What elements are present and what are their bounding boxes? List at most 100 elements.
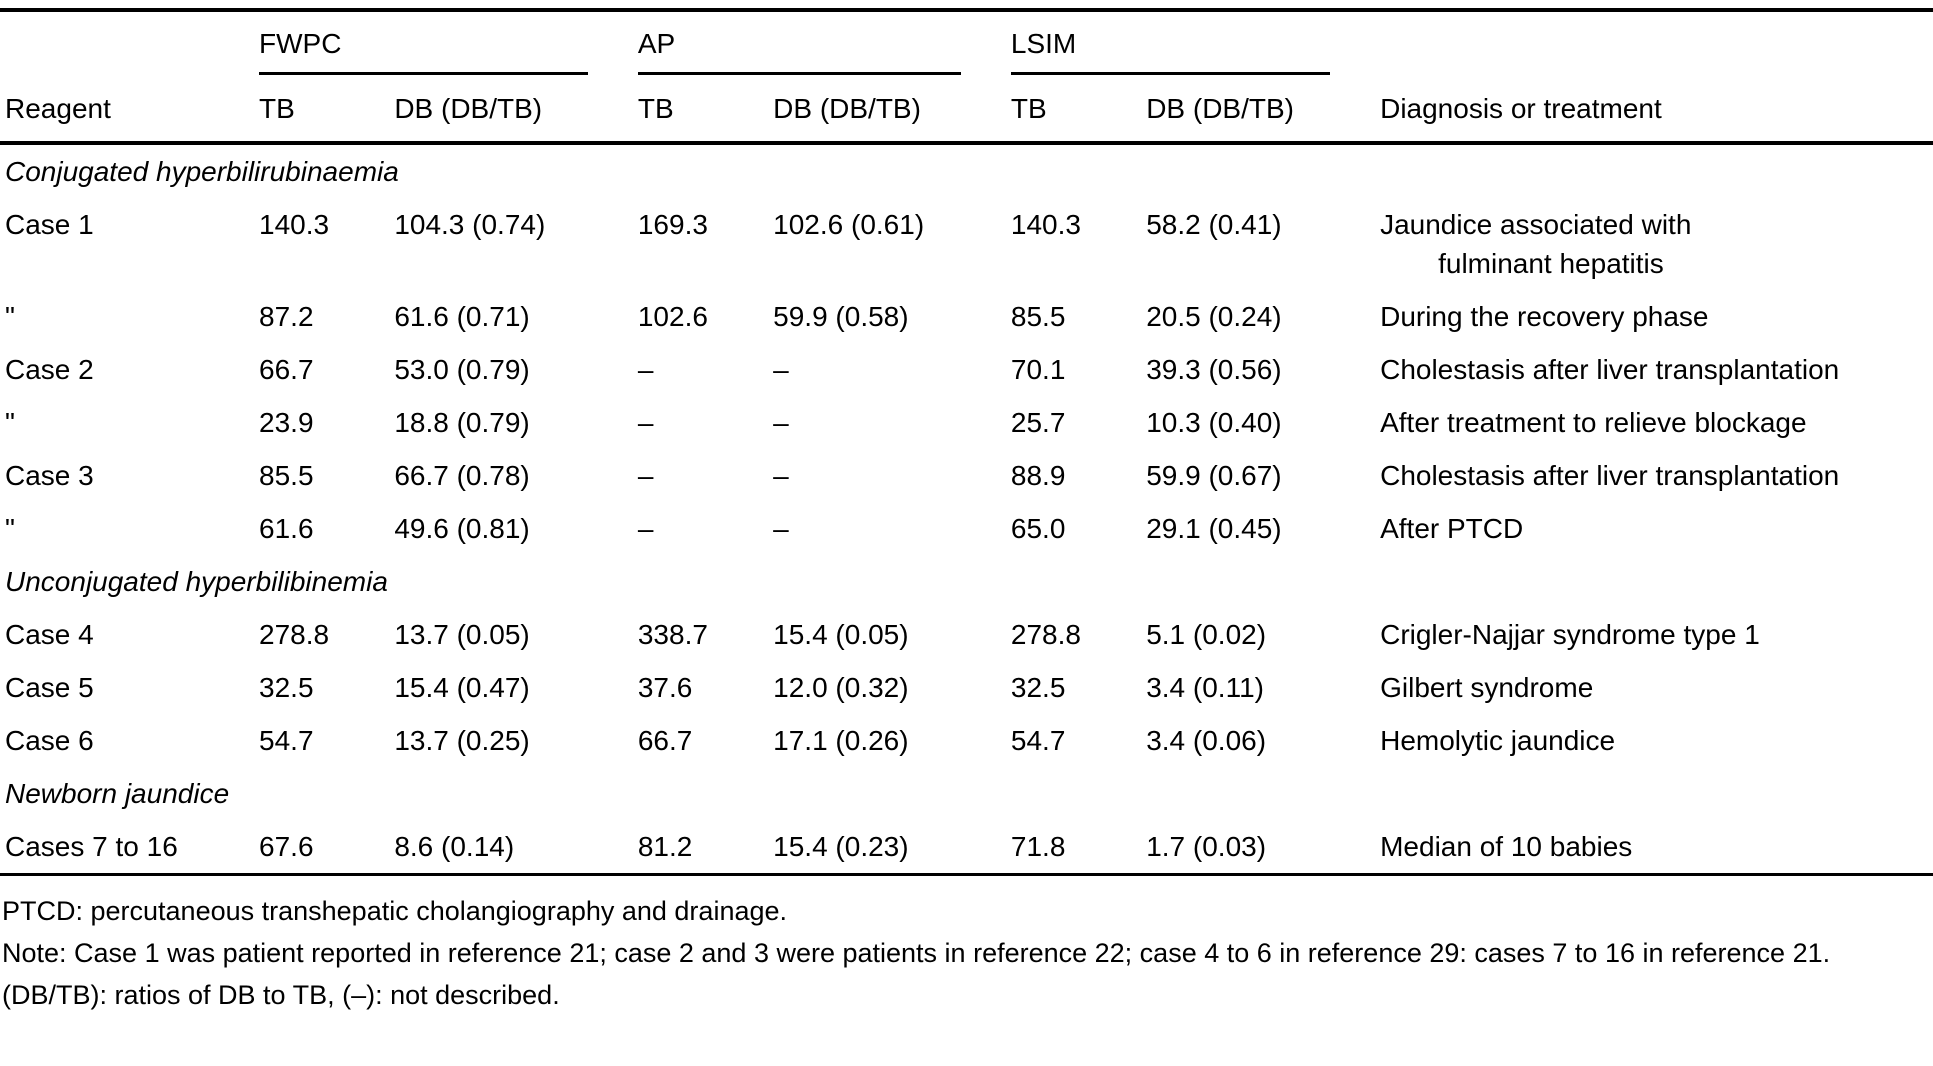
cell-ap-db: 12.0 (0.32) (773, 672, 909, 703)
cell-fwpc-db: 61.6 (0.71) (394, 301, 530, 332)
col-header-reagent: Reagent (0, 75, 260, 145)
diagnosis-text: Cholestasis after liver transplantation (1380, 460, 1840, 491)
cell-diagnosis: Hemolytic jaundice (1380, 714, 1933, 767)
cell-diagnosis: After treatment to relieve blockage (1380, 396, 1933, 449)
cell-reagent: Case 2 (5, 354, 94, 385)
cell-reagent: Cases 7 to 16 (5, 831, 178, 862)
table-row: " 87.2 61.6 (0.71) 102.6 59.9 (0.58) 85.5 20.5… (0, 290, 1933, 343)
table-row: " 61.6 49.6 (0.81) – – 65.0 29.1 (0.45) After P… (0, 502, 1933, 555)
footnote-line: PTCD: percutaneous transhepatic cholangi… (2, 896, 788, 926)
cell-lsim-db: 59.9 (0.67) (1146, 460, 1282, 491)
section-row: Unconjugated hyperbilibinemia (0, 555, 1933, 608)
cell-ap-db: 59.9 (0.58) (773, 301, 909, 332)
col-header-lsim-tb: TB (1010, 75, 1147, 145)
table-row: Case 3 85.5 66.7 (0.78) – – 88.9 59.9 (0.67) Ch… (0, 449, 1933, 502)
cell-fwpc-tb: 87.2 (259, 301, 314, 332)
cell-fwpc-tb: 67.6 (259, 831, 314, 862)
diagnosis-text: Cholestasis after liver transplantation (1380, 354, 1840, 385)
cell-ap-tb: – (637, 513, 654, 544)
cell-lsim-tb: 65.0 (1010, 513, 1066, 544)
cell-ap-db: 15.4 (0.23) (773, 831, 909, 862)
cell-lsim-db: 1.7 (0.03) (1146, 831, 1267, 862)
cell-ap-db: 17.1 (0.26) (773, 725, 909, 756)
cell-ap-tb: 102.6 (637, 301, 708, 332)
cell-fwpc-db: 15.4 (0.47) (394, 672, 530, 703)
cell-lsim-tb: 70.1 (1010, 354, 1066, 385)
cell-lsim-tb: 54.7 (1010, 725, 1066, 756)
cell-diagnosis: Crigler-Najjar syndrome type 1 (1380, 608, 1933, 661)
group-label-lsim: LSIM (1010, 28, 1077, 59)
col-header-ap-tb: TB (637, 75, 774, 145)
table-body: Conjugated hyperbilirubinaemia Case 1 140.… (0, 143, 1933, 875)
cell-lsim-tb: 140.3 (1010, 209, 1081, 240)
diagnosis-text: Jaundice associated with (1380, 209, 1692, 240)
cell-fwpc-db: 13.7 (0.05) (394, 619, 530, 650)
table-row: Cases 7 to 16 67.6 8.6 (0.14) 81.2 15.4 (0.2… (0, 820, 1933, 875)
group-label-ap: AP (637, 28, 676, 59)
cell-fwpc-tb: 54.7 (259, 725, 314, 756)
table-row: Case 5 32.5 15.4 (0.47) 37.6 12.0 (0.32) 32.5… (0, 661, 1933, 714)
cell-fwpc-tb: 85.5 (259, 460, 314, 491)
col-header-ap-db: DB (DB/TB) (773, 75, 1011, 145)
cell-lsim-db: 3.4 (0.06) (1146, 725, 1267, 756)
section-title: Conjugated hyperbilirubinaemia (5, 156, 399, 187)
cell-ap-db: – (773, 354, 789, 385)
cell-lsim-tb: 71.8 (1010, 831, 1066, 862)
cell-diagnosis: Median of 10 babies (1380, 820, 1933, 875)
cell-ap-tb: – (637, 460, 654, 491)
group-header-lsim: LSIM (1010, 10, 1380, 75)
cell-ap-db: – (773, 407, 789, 438)
cell-lsim-tb: 88.9 (1010, 460, 1066, 491)
cell-lsim-tb: 278.8 (1010, 619, 1081, 650)
footnote-line: (DB/TB): ratios of DB to TB, (–): not de… (2, 980, 560, 1010)
cell-lsim-db: 10.3 (0.40) (1146, 407, 1282, 438)
cell-lsim-db: 39.3 (0.56) (1146, 354, 1282, 385)
cell-ap-tb: 338.7 (637, 619, 708, 650)
column-header-row: Reagent TB DB (DB/TB) TB DB (DB/TB) TB D… (0, 75, 1933, 145)
cell-ap-tb: 37.6 (637, 672, 693, 703)
section-row: Conjugated hyperbilirubinaemia (0, 143, 1933, 198)
cell-lsim-db: 20.5 (0.24) (1146, 301, 1282, 332)
cell-lsim-tb: 85.5 (1010, 301, 1066, 332)
section-row: Newborn jaundice (0, 767, 1933, 820)
cell-fwpc-db: 49.6 (0.81) (394, 513, 530, 544)
cell-fwpc-db: 53.0 (0.79) (394, 354, 530, 385)
table-row: Case 4 278.8 13.7 (0.05) 338.7 15.4 (0.05) 27… (0, 608, 1933, 661)
cell-fwpc-db: 104.3 (0.74) (394, 209, 546, 240)
diagnosis-text: Crigler-Najjar syndrome type 1 (1380, 619, 1760, 650)
cell-ap-db: – (773, 513, 789, 544)
cell-lsim-tb: 32.5 (1010, 672, 1066, 703)
cell-lsim-db: 3.4 (0.11) (1146, 672, 1264, 703)
cell-lsim-db: 5.1 (0.02) (1146, 619, 1267, 650)
cell-reagent: " (5, 301, 15, 332)
cell-ap-tb: – (637, 354, 654, 385)
group-header-spacer-right (1380, 10, 1933, 75)
col-header-diagnosis: Diagnosis or treatment (1380, 75, 1933, 145)
col-header-lsim-db: DB (DB/TB) (1146, 75, 1381, 145)
cell-ap-tb: 169.3 (637, 209, 708, 240)
cell-fwpc-db: 18.8 (0.79) (394, 407, 530, 438)
cell-lsim-db: 29.1 (0.45) (1146, 513, 1282, 544)
cell-fwpc-tb: 32.5 (259, 672, 314, 703)
cell-reagent: Case 5 (5, 672, 94, 703)
cell-reagent: Case 3 (5, 460, 94, 491)
cell-ap-tb: 81.2 (637, 831, 693, 862)
cell-fwpc-tb: 140.3 (259, 209, 330, 240)
diagnosis-text: After PTCD (1380, 513, 1524, 544)
group-header-fwpc: FWPC (259, 10, 638, 75)
cell-reagent: Case 6 (5, 725, 94, 756)
cell-reagent: " (5, 513, 15, 544)
col-header-fwpc-db: DB (DB/TB) (394, 75, 638, 145)
cell-ap-db: 15.4 (0.05) (773, 619, 909, 650)
cell-ap-tb: 66.7 (637, 725, 693, 756)
section-title: Unconjugated hyperbilibinemia (5, 566, 388, 597)
cell-fwpc-db: 66.7 (0.78) (394, 460, 530, 491)
cell-reagent: Case 4 (5, 619, 94, 650)
diagnosis-text: During the recovery phase (1380, 301, 1709, 332)
table-row: " 23.9 18.8 (0.79) – – 25.7 10.3 (0.40) After t… (0, 396, 1933, 449)
group-header-row: FWPC AP LSIM (0, 10, 1933, 75)
section-title: Newborn jaundice (5, 778, 230, 809)
cell-fwpc-tb: 61.6 (259, 513, 314, 544)
cell-fwpc-tb: 23.9 (259, 407, 314, 438)
cell-fwpc-tb: 278.8 (259, 619, 330, 650)
